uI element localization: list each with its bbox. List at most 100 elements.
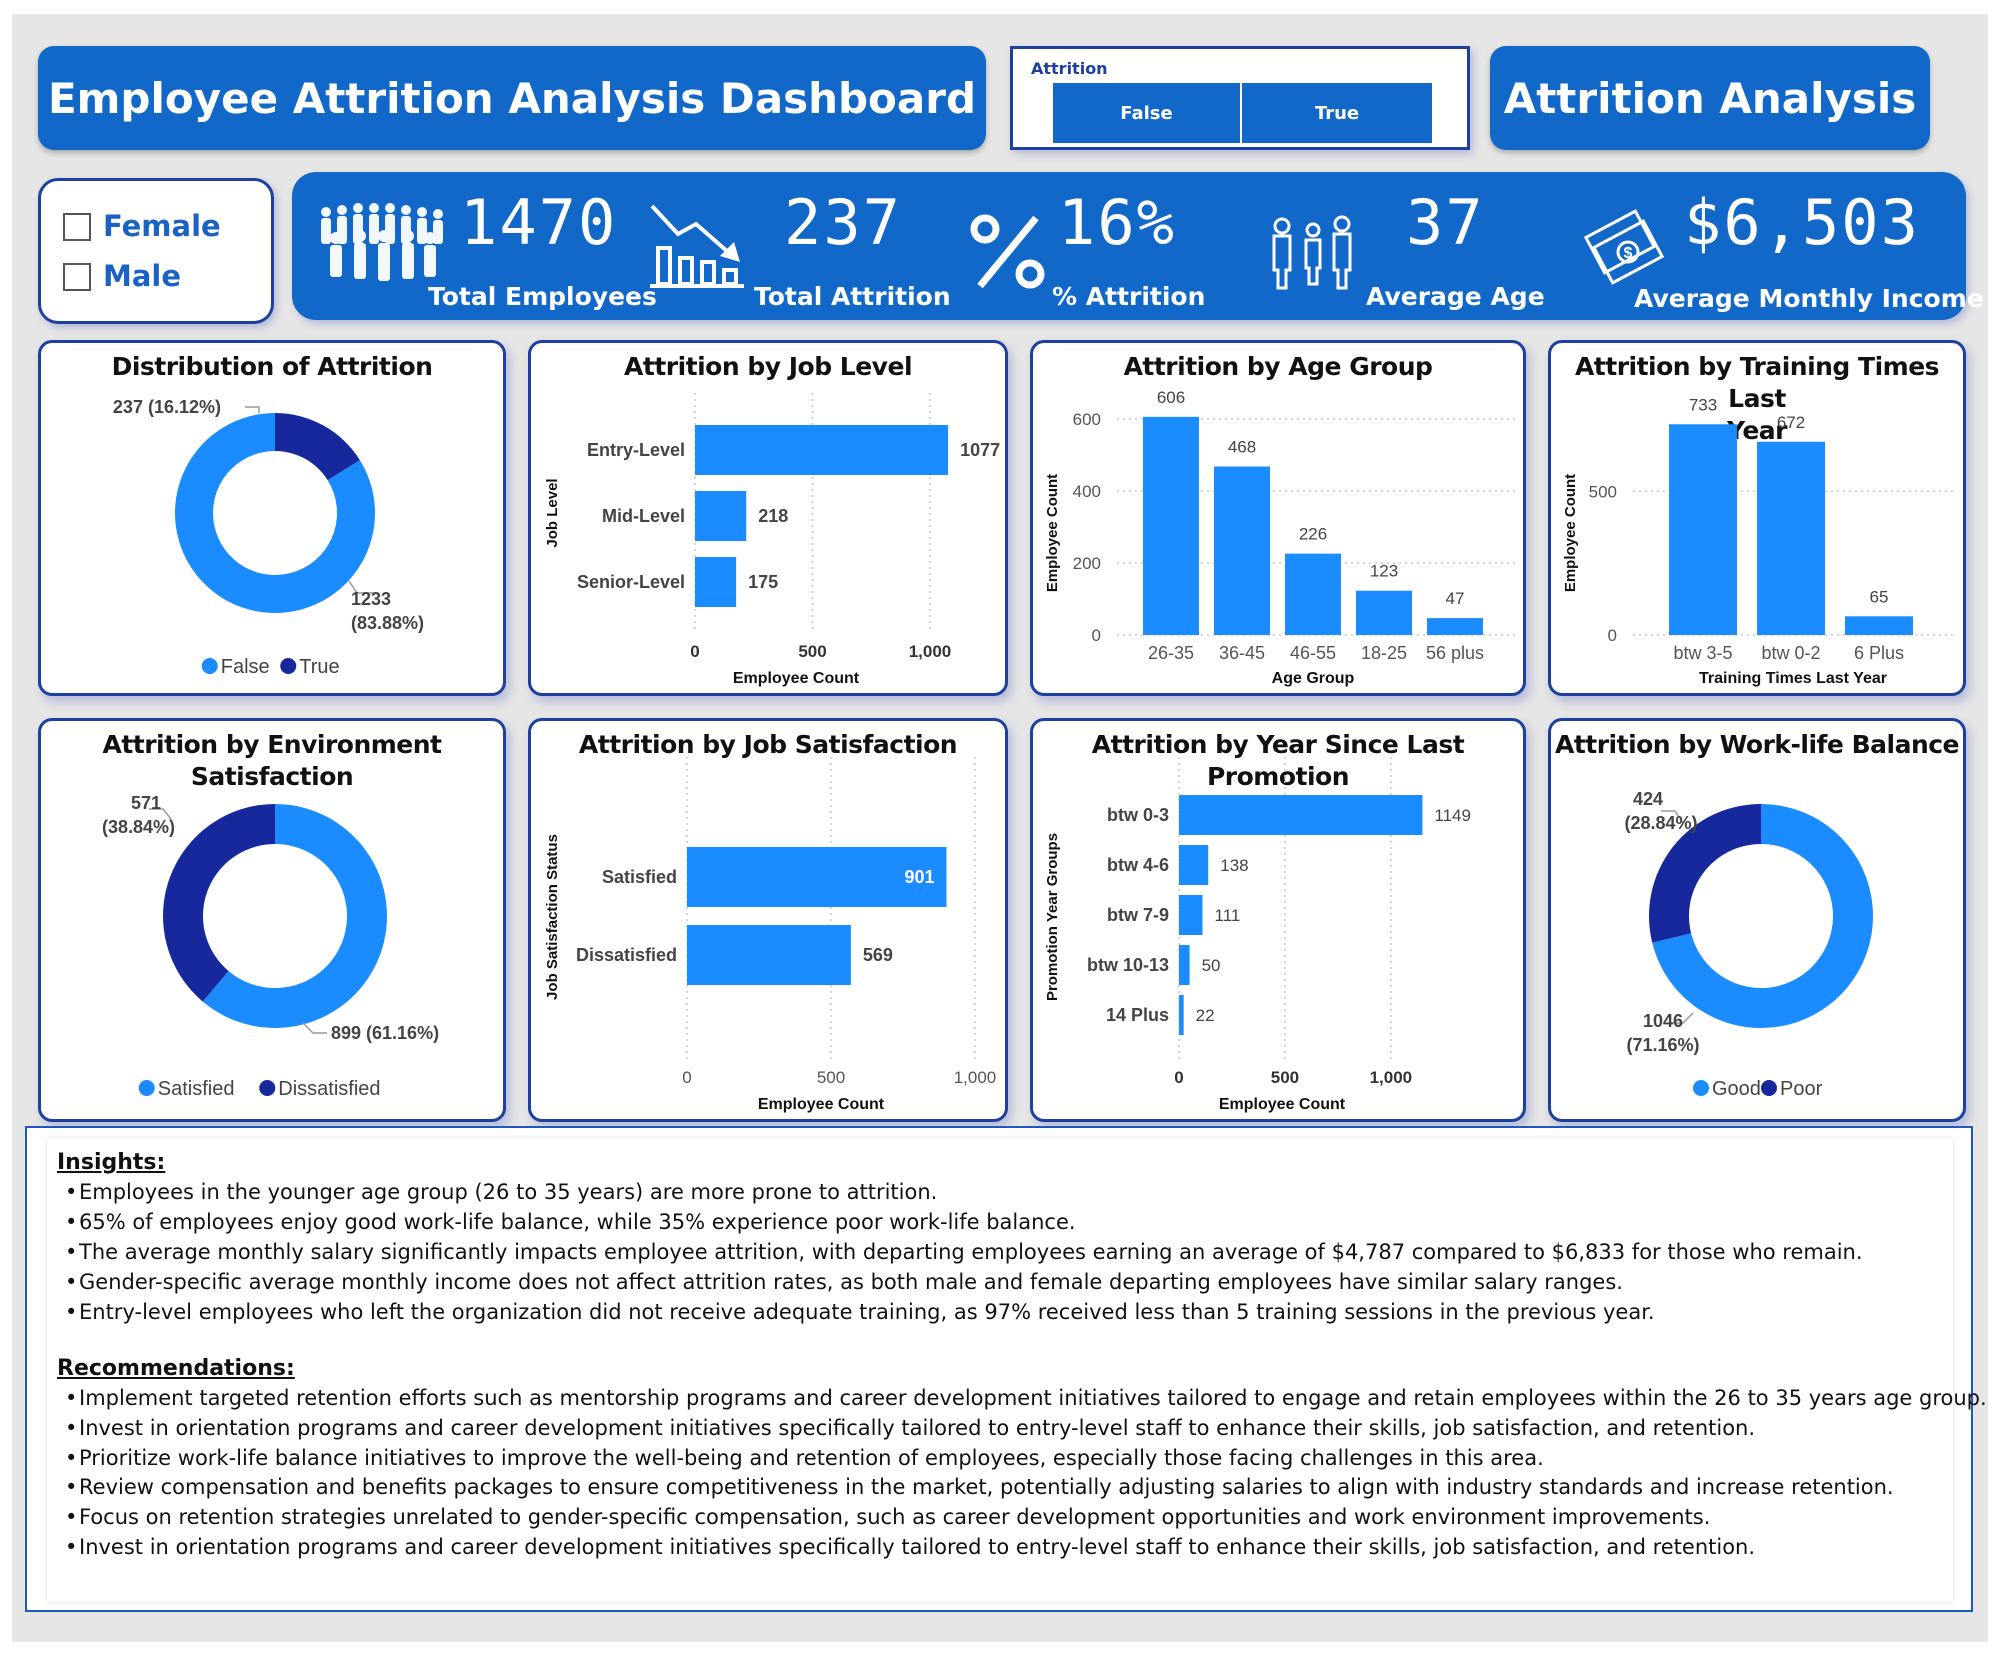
y-tick-label: 14 Plus	[1106, 1005, 1169, 1025]
chart-title: Attrition by Work-life Balance	[1554, 730, 1960, 759]
percent-icon	[970, 214, 1045, 289]
insights-heading: Insights:	[57, 1150, 166, 1175]
legend-marker	[1693, 1080, 1709, 1096]
pie-label-satisfied: 899 (61.16%)	[331, 1023, 439, 1043]
x-tick-label: 500	[817, 1068, 845, 1087]
x-tick-label: 36-45	[1219, 643, 1265, 663]
chart-title: Attrition by Environment Satisfaction	[102, 730, 442, 791]
data-label: 606	[1157, 388, 1185, 407]
recommendation-item: Invest in orientation programs and caree…	[65, 1416, 1755, 1440]
chart-title: Attrition by Job Satisfaction	[578, 730, 958, 759]
slicer-option-false[interactable]: False	[1053, 83, 1240, 143]
recommendation-item: Review compensation and benefits package…	[65, 1475, 1894, 1499]
data-label: 50	[1202, 956, 1221, 975]
pie-label-false-pct: (83.88%)	[351, 613, 424, 633]
legend-label: Good	[1712, 1078, 1761, 1100]
bar	[1179, 995, 1184, 1035]
legend-label: Satisfied	[158, 1078, 235, 1100]
chart-title-line-2: Year	[1727, 416, 1787, 445]
data-label: 468	[1228, 438, 1256, 457]
bar	[695, 491, 747, 541]
x-axis-label: Employee Count	[758, 1096, 885, 1113]
kpi-percent-attrition-value: 16%	[1058, 186, 1176, 259]
legend-marker	[201, 658, 218, 674]
x-tick-label: 500	[798, 642, 826, 661]
male-checkbox[interactable]	[63, 263, 91, 291]
insight-item: 65% of employees enjoy good work-life ba…	[65, 1210, 1076, 1234]
chart-title: Distribution of Attrition	[111, 352, 433, 381]
x-tick-label: 6 Plus	[1854, 643, 1904, 663]
dashboard-title-banner: Employee Attrition Analysis Dashboard	[38, 46, 986, 150]
bar	[1179, 795, 1423, 835]
data-label: 226	[1299, 525, 1327, 544]
data-label: 733	[1689, 395, 1717, 414]
y-tick-label: Entry-Level	[587, 440, 685, 460]
insights-inner: Insights: Employees in the younger age g…	[47, 1138, 1987, 1602]
leader-line	[1669, 1012, 1694, 1024]
data-label: 218	[758, 506, 788, 526]
chart-card-age-group: Attrition by Age Group 0 200 400 600 606 26-3…	[1030, 340, 1526, 696]
y-tick-label: 500	[1589, 482, 1617, 501]
pie-slice-true	[275, 413, 360, 481]
pie-label-good-pct: (71.16%)	[1626, 1035, 1699, 1055]
bar	[1179, 845, 1209, 885]
chart-title-line-1: Attrition by Training Times Last	[1574, 352, 1940, 413]
pie-label-true: 237 (16.12%)	[113, 397, 221, 417]
pie-slice-dissatisfied	[163, 804, 275, 1002]
y-tick-label: Dissatisfied	[576, 945, 677, 965]
age-group-chart: 0 200 400 600 606 26-35 468 36-45 226 46-55 123 18-…	[1044, 388, 1515, 687]
slicer-label: Attrition	[1031, 59, 1108, 78]
bar	[1427, 618, 1483, 635]
legend-label: Dissatisfied	[278, 1078, 380, 1100]
chart-card-job-satisfaction: Attrition by Job Satisfaction 0 500 1,000 S…	[528, 718, 1008, 1122]
data-label: 123	[1370, 562, 1398, 581]
kpi-banner: 1470 Total Employees 237 Total Attrition	[292, 172, 1984, 320]
female-checkbox[interactable]	[63, 213, 91, 241]
y-tick-label: btw 10-13	[1087, 955, 1169, 975]
x-axis-label: Employee Count	[1219, 1096, 1346, 1113]
pie-label-poor-pct: (28.84%)	[1624, 813, 1697, 833]
pie-slice-false	[175, 413, 375, 613]
chart-card-worklife: Attrition by Work-life Balance 424 (28.84…	[1548, 718, 1966, 1122]
leader-line	[245, 406, 260, 413]
pie-label-false: 1233	[351, 589, 391, 609]
data-label: 175	[748, 572, 778, 592]
x-axis-label: Age Group	[1272, 670, 1355, 687]
y-tick-label: 400	[1073, 482, 1101, 501]
data-label: 672	[1777, 413, 1805, 432]
bar	[687, 847, 947, 907]
x-axis-label: Training Times Last Year	[1699, 670, 1887, 687]
leader-line	[1661, 810, 1684, 824]
female-label[interactable]: Female	[103, 209, 221, 243]
bar	[1285, 553, 1341, 635]
family-icon	[1272, 215, 1352, 290]
data-label: 1077	[960, 440, 1000, 460]
kpi-total-employees-value: 1470	[460, 186, 618, 259]
slicer-option-true[interactable]: True	[1242, 83, 1432, 143]
x-tick-label: 56 plus	[1426, 643, 1484, 663]
leader-line	[302, 1022, 327, 1034]
kpi-percent-attrition-label: % Attrition	[1052, 282, 1206, 311]
kpi-average-age-value: 37	[1406, 186, 1485, 259]
kpi-total-employees-label: Total Employees	[428, 282, 657, 311]
y-tick-label: 600	[1073, 410, 1101, 429]
bar	[1669, 424, 1737, 635]
data-label: 111	[1215, 906, 1241, 925]
chart-card-promotion: Attrition by Year Since Last Promotion 0…	[1030, 718, 1526, 1122]
recommendation-item: Focus on retention strategies unrelated …	[65, 1505, 1710, 1529]
chart-title: Attrition by Year Since Last Promotion	[1091, 730, 1465, 791]
bar	[1179, 945, 1190, 985]
attrition-analysis-banner: Attrition Analysis	[1490, 46, 1930, 150]
bar	[1179, 895, 1203, 935]
male-label[interactable]: Male	[103, 259, 182, 293]
y-tick-label: btw 7-9	[1107, 905, 1169, 925]
bar	[1356, 590, 1412, 635]
dashboard-title: Employee Attrition Analysis Dashboard	[47, 73, 977, 123]
y-tick-label: 0	[1608, 626, 1617, 645]
y-tick-label: Satisfied	[602, 867, 677, 887]
pie-label-poor: 424	[1633, 789, 1663, 809]
y-tick-label: btw 4-6	[1107, 855, 1169, 875]
x-tick-label: btw 3-5	[1673, 643, 1732, 663]
worklife-chart: 424 (28.84%) 1046 (71.16%) Good Poor	[1624, 789, 1873, 1100]
